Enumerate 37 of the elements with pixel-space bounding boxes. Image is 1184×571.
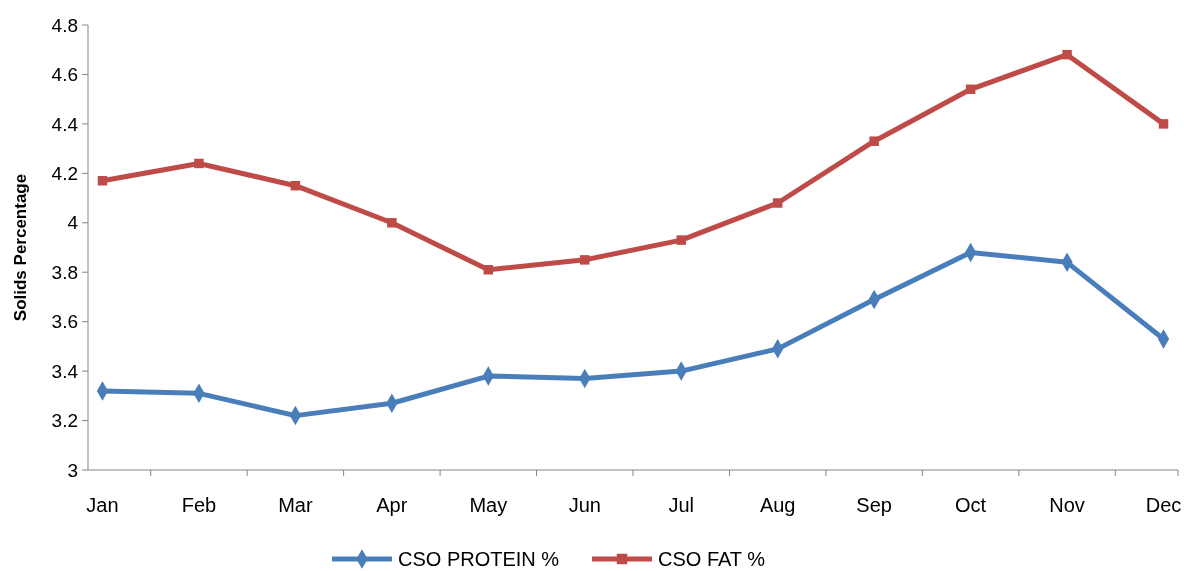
legend-label: CSO PROTEIN % (398, 548, 560, 570)
x-tick-label: Jul (668, 494, 695, 516)
y-axis-title: Solids Percentage (11, 173, 30, 322)
y-tick-label: 3.2 (51, 410, 78, 432)
y-tick-label: 4 (67, 212, 79, 234)
x-tick-label: Mar (278, 494, 313, 516)
point (194, 158, 204, 169)
point (97, 176, 108, 186)
y-tick-label: 4.6 (51, 64, 78, 86)
point (965, 84, 976, 95)
point (1062, 49, 1072, 60)
x-tick-label: Jun (568, 494, 601, 516)
y-tick-label: 3 (67, 459, 78, 481)
y-tick-label: 3.6 (51, 311, 78, 333)
y-tick-label: 3.8 (51, 261, 78, 283)
point (869, 136, 879, 146)
point (387, 218, 397, 228)
point (483, 265, 494, 275)
x-tick-label: Jan (86, 494, 119, 516)
x-tick-label: Oct (955, 494, 987, 516)
x-tick-label: Feb (181, 494, 217, 516)
y-tick-label: 4.4 (51, 113, 79, 135)
y-tick-label: 4.8 (51, 14, 78, 36)
x-tick-label: Dec (1145, 494, 1182, 516)
y-tick-label: 4.2 (51, 162, 78, 184)
y-tick-label: 3.4 (51, 360, 79, 382)
point (290, 180, 301, 191)
x-tick-label: Nov (1049, 494, 1085, 516)
x-tick-label: Apr (376, 494, 408, 516)
x-tick-label: May (469, 494, 508, 516)
point (580, 255, 590, 265)
x-tick-label: Sep (856, 494, 892, 516)
legend-label: CSO FAT % (658, 548, 766, 570)
x-tick-label: Aug (759, 494, 796, 516)
point (772, 198, 783, 208)
point (1158, 119, 1169, 129)
point (676, 235, 686, 245)
